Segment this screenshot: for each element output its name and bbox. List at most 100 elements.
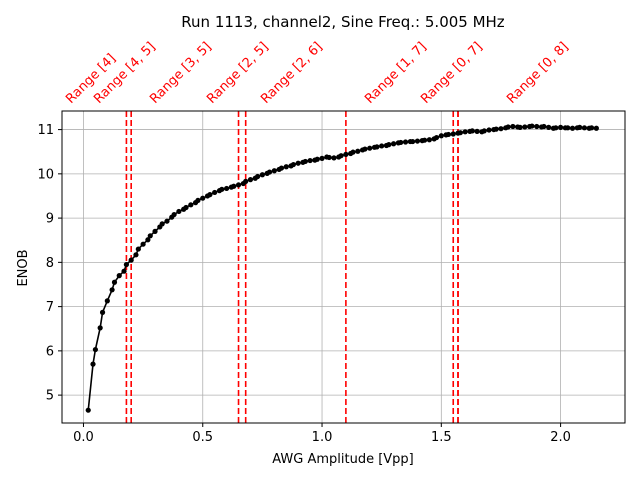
data-point bbox=[164, 218, 170, 224]
data-point bbox=[121, 268, 127, 274]
data-point bbox=[319, 155, 325, 161]
data-point bbox=[517, 124, 523, 130]
data-point bbox=[85, 407, 91, 413]
data-point bbox=[374, 144, 380, 150]
data-point bbox=[295, 160, 301, 166]
data-point bbox=[386, 142, 392, 148]
data-point bbox=[422, 137, 428, 143]
data-point bbox=[224, 185, 230, 192]
data-point bbox=[350, 149, 356, 155]
data-series bbox=[85, 123, 599, 413]
data-point bbox=[367, 145, 373, 151]
data-point bbox=[433, 134, 440, 141]
range-label: Range [0, 8] bbox=[504, 39, 571, 106]
data-point bbox=[529, 123, 535, 129]
data-point bbox=[505, 124, 511, 130]
series-line bbox=[87, 125, 597, 411]
y-tick-label: 10 bbox=[37, 167, 54, 182]
data-point bbox=[147, 233, 153, 239]
data-point bbox=[498, 126, 504, 132]
range-lines bbox=[125, 111, 459, 423]
y-axis-ticks: 5 6 7 8 9 10 11 bbox=[37, 123, 62, 404]
data-point bbox=[534, 123, 540, 130]
data-point bbox=[97, 325, 103, 331]
data-point bbox=[379, 143, 385, 149]
data-point bbox=[589, 125, 595, 131]
y-tick-label: 5 bbox=[46, 389, 54, 404]
data-point bbox=[135, 246, 141, 252]
data-point bbox=[426, 137, 432, 143]
data-point bbox=[445, 131, 452, 138]
y-tick-label: 11 bbox=[37, 123, 54, 138]
plot-frame bbox=[61, 110, 626, 424]
data-point bbox=[212, 189, 218, 196]
y-tick-label: 7 bbox=[46, 300, 54, 315]
data-point bbox=[90, 361, 96, 367]
data-point bbox=[247, 177, 254, 183]
y-axis-label: ENOB bbox=[16, 249, 31, 286]
data-point bbox=[283, 164, 289, 170]
data-point bbox=[546, 124, 552, 130]
data-point bbox=[271, 168, 277, 174]
data-point bbox=[259, 172, 265, 178]
data-point bbox=[569, 125, 576, 131]
x-axis-label: AWG Amplitude [Vpp] bbox=[272, 452, 414, 467]
data-point bbox=[438, 133, 444, 139]
y-tick-label: 9 bbox=[46, 212, 54, 227]
data-point bbox=[338, 153, 344, 159]
data-point bbox=[593, 125, 599, 131]
data-point bbox=[152, 228, 158, 234]
data-point bbox=[207, 192, 213, 198]
x-tick-label: 0.0 bbox=[73, 430, 94, 445]
data-point bbox=[231, 183, 237, 189]
data-point bbox=[145, 237, 151, 243]
data-point bbox=[355, 148, 361, 154]
data-point bbox=[402, 139, 409, 145]
data-point bbox=[522, 124, 528, 130]
x-tick-label: 1.0 bbox=[312, 430, 333, 445]
data-point bbox=[486, 127, 492, 133]
data-point bbox=[99, 309, 106, 315]
data-point bbox=[474, 128, 480, 134]
data-point bbox=[111, 279, 118, 285]
data-point bbox=[343, 151, 349, 157]
data-point bbox=[290, 161, 296, 168]
data-point bbox=[92, 346, 98, 353]
data-point bbox=[481, 128, 487, 134]
data-point bbox=[171, 211, 177, 218]
data-point bbox=[450, 131, 456, 137]
data-point bbox=[235, 182, 242, 188]
data-point bbox=[541, 123, 547, 130]
data-point bbox=[200, 195, 206, 201]
chart-title: Run 1113, channel2, Sine Freq.: 5.005 MH… bbox=[181, 13, 505, 31]
data-point bbox=[109, 287, 115, 293]
range-labels: Range [4]Range [4, 5]Range [3, 5]Range [… bbox=[63, 39, 571, 106]
x-axis-ticks: 0.0 0.5 1.0 1.5 2.0 bbox=[73, 423, 571, 445]
x-tick-label: 0.5 bbox=[192, 430, 213, 445]
grid bbox=[62, 111, 625, 423]
data-point bbox=[565, 125, 571, 131]
data-point bbox=[104, 298, 110, 304]
data-point bbox=[123, 261, 130, 268]
data-point bbox=[391, 141, 397, 147]
data-point bbox=[128, 257, 134, 263]
data-point bbox=[302, 158, 308, 165]
data-point bbox=[255, 173, 261, 180]
data-point bbox=[140, 241, 146, 247]
data-point bbox=[581, 125, 588, 131]
x-tick-label: 1.5 bbox=[431, 430, 452, 445]
data-point bbox=[183, 204, 189, 211]
data-point bbox=[188, 202, 194, 208]
data-point bbox=[133, 252, 139, 258]
data-point bbox=[469, 128, 475, 134]
data-point bbox=[176, 208, 182, 215]
data-point bbox=[278, 165, 285, 171]
y-tick-label: 8 bbox=[46, 256, 54, 271]
data-point bbox=[553, 125, 559, 131]
data-point bbox=[243, 178, 249, 184]
data-point bbox=[326, 154, 332, 161]
data-point bbox=[116, 273, 122, 279]
data-point bbox=[410, 138, 416, 145]
data-point bbox=[414, 138, 421, 144]
